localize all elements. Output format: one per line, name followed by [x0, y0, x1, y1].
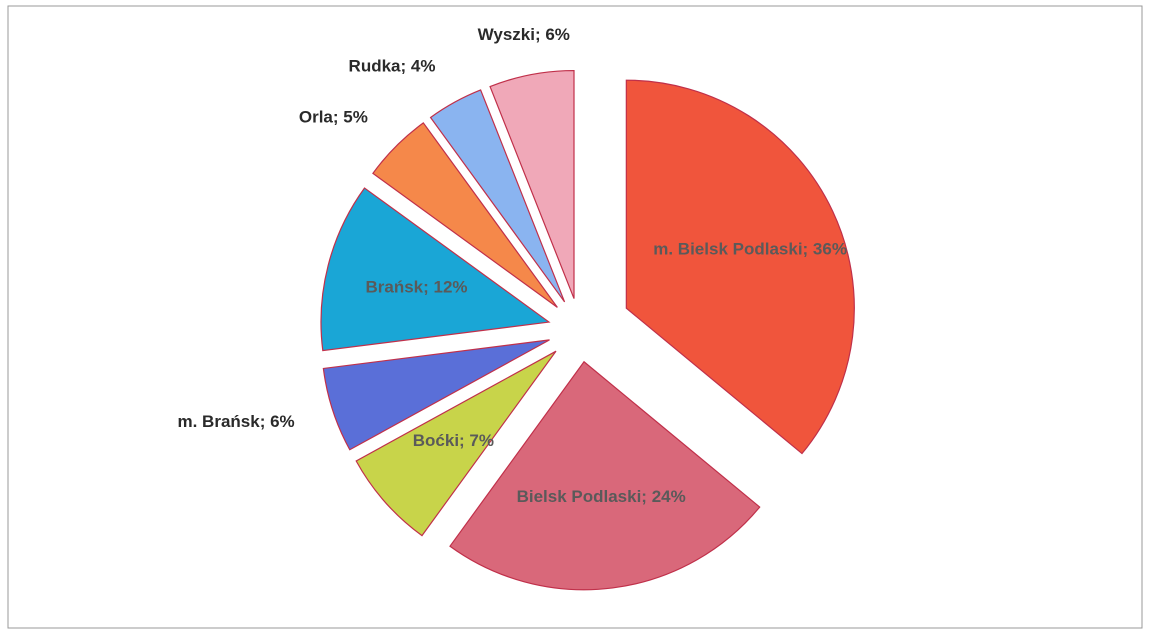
data-label: Wyszki; 6%	[478, 25, 570, 44]
pie-slice	[320, 187, 551, 352]
data-label: Boćki; 7%	[413, 431, 494, 450]
pie-slice	[449, 360, 761, 591]
data-label: Orla; 5%	[299, 107, 368, 126]
pie-slice	[355, 350, 557, 537]
pie-slice	[489, 69, 575, 299]
data-label: Brańsk; 12%	[365, 278, 467, 297]
pie-slice	[372, 122, 558, 308]
pie-slice	[625, 79, 855, 455]
data-label: m. Bielsk Podlaski; 36%	[653, 239, 847, 258]
data-label: Rudka; 4%	[349, 57, 436, 76]
pie-slice	[322, 339, 550, 451]
pie-slice	[429, 89, 566, 303]
frame	[7, 5, 1143, 629]
data-label: m. Brańsk; 6%	[178, 412, 295, 431]
data-label: Bielsk Podlaski; 24%	[517, 487, 686, 506]
